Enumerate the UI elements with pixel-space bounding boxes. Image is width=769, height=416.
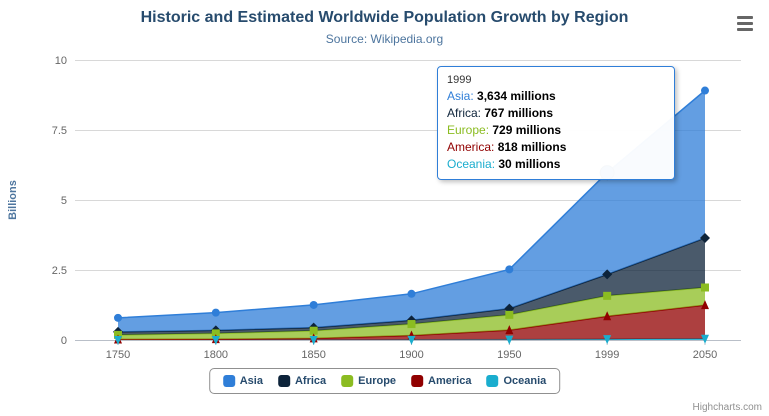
data-point-asia-2050[interactable] (701, 86, 709, 95)
data-point-europe-1850[interactable] (309, 326, 318, 335)
y-axis-tick-label: 0 (61, 335, 67, 347)
tooltip-row-africa: Africa: 767 millions (447, 106, 554, 120)
data-point-asia-1800[interactable] (211, 308, 220, 317)
data-point-asia-1950[interactable] (505, 265, 514, 274)
chart-subtitle: Source: Wikipedia.org (325, 32, 444, 46)
y-axis-tick-label: 7.5 (52, 125, 67, 137)
credits-link[interactable]: Highcharts.com (692, 402, 762, 413)
data-point-america-1950[interactable] (505, 325, 514, 335)
x-axis-tick-label: 1999 (595, 349, 619, 361)
y-axis-tick-label: 5 (61, 195, 67, 207)
x-axis-tick-label: 1800 (204, 349, 228, 361)
legend-label: Asia (239, 375, 263, 387)
data-point-oceania-1750[interactable] (114, 335, 122, 345)
y-axis-title: Billions (7, 180, 19, 220)
export-menu-button[interactable] (733, 12, 759, 34)
legend-swatch-europe (341, 375, 354, 387)
data-point-america-2050[interactable] (701, 300, 709, 310)
legend-item-america[interactable]: America (411, 375, 471, 387)
area-series-america[interactable] (118, 305, 705, 340)
legend-item-africa[interactable]: Africa (277, 375, 327, 387)
data-point-oceania-1950[interactable] (505, 335, 514, 345)
data-point-africa-2050[interactable] (700, 233, 710, 244)
hamburger-menu-icon (733, 15, 759, 31)
legend-label: Oceania (503, 375, 547, 387)
legend: Asia Africa Europe America Oceania (208, 368, 561, 394)
data-point-europe-2050[interactable] (701, 283, 709, 292)
x-axis-tick-label: 1850 (301, 349, 325, 361)
data-point-oceania-1850[interactable] (309, 335, 318, 345)
legend-label: Europe (358, 375, 397, 387)
legend-swatch-oceania (486, 375, 499, 387)
x-axis-tick-label: 2050 (693, 349, 717, 361)
data-point-asia-1750[interactable] (114, 313, 122, 322)
x-axis-tick-label: 1750 (106, 349, 130, 361)
data-point-america-1999[interactable] (603, 311, 612, 321)
tooltip-header: 1999 (447, 74, 472, 86)
data-point-europe-1950[interactable] (505, 310, 514, 319)
y-axis-tick-label: 10 (55, 55, 67, 67)
legend-swatch-africa (277, 375, 290, 387)
tooltip-row-oceania: Oceania: 30 millions (447, 157, 561, 171)
data-point-europe-1900[interactable] (407, 320, 416, 329)
y-axis-tick-label: 2.5 (52, 265, 67, 277)
chart-title: Historic and Estimated Worldwide Populat… (140, 9, 629, 26)
tooltip-row-europe: Europe: 729 millions (447, 123, 562, 137)
data-point-oceania-1800[interactable] (211, 335, 220, 345)
x-axis-tick-label: 1950 (497, 349, 521, 361)
data-point-asia-1850[interactable] (309, 300, 318, 309)
legend-label: America (428, 375, 472, 387)
data-point-oceania-1900[interactable] (407, 335, 416, 345)
legend-swatch-asia (222, 375, 235, 387)
legend-item-europe[interactable]: Europe (341, 375, 396, 387)
tooltip: 1999 Asia: 3,634 millions Africa: 767 mil… (437, 66, 675, 180)
data-point-europe-1999[interactable] (603, 291, 612, 300)
tooltip-rows: Asia: 3,634 millions Africa: 767 millions… (447, 88, 665, 173)
legend-label: Africa (294, 375, 327, 387)
tooltip-row-asia: Asia: 3,634 millions (447, 89, 556, 103)
legend-item-asia[interactable]: Asia (222, 375, 263, 387)
data-point-oceania-2050[interactable] (701, 334, 709, 344)
legend-swatch-america (411, 375, 424, 387)
area-series-africa[interactable] (118, 238, 705, 335)
legend-item-oceania[interactable]: Oceania (486, 375, 546, 387)
tooltip-row-america: America: 818 millions (447, 140, 567, 154)
data-point-asia-1900[interactable] (407, 289, 416, 298)
data-point-europe-1800[interactable] (211, 329, 220, 338)
data-point-oceania-1999[interactable] (603, 335, 612, 345)
area-series-asia[interactable] (118, 90, 705, 332)
data-point-africa-1999[interactable] (602, 269, 613, 280)
x-axis-tick-label: 1900 (399, 349, 423, 361)
